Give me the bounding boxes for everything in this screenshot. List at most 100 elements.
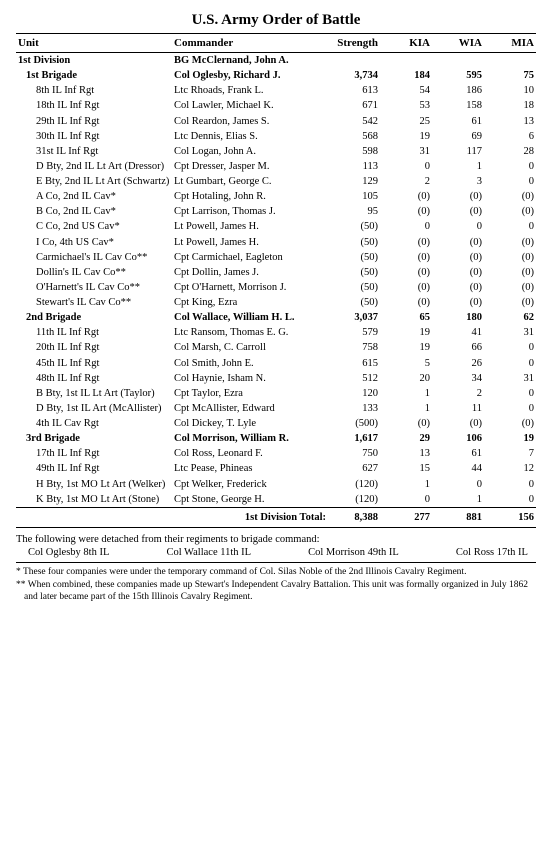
cell-num: 31 (484, 325, 536, 340)
table-row: B Co, 2nd IL Cav*Cpt Larrison, Thomas J.… (16, 204, 536, 219)
cell-commander: Lt Powell, James H. (172, 219, 328, 234)
cell-unit: K Bty, 1st MO Lt Art (Stone) (16, 492, 172, 508)
cell-unit: Stewart's IL Cav Co** (16, 295, 172, 310)
table-row: A Co, 2nd IL Cav*Cpt Hotaling, John R.10… (16, 189, 536, 204)
cell-num: 0 (432, 477, 484, 492)
cell-num: 180 (432, 310, 484, 325)
cell-num: 13 (380, 446, 432, 461)
cell-num: 18 (484, 98, 536, 113)
table-row: 20th IL Inf RgtCol Marsh, C. Carroll7581… (16, 340, 536, 355)
cell-commander: Lt Powell, James H. (172, 235, 328, 250)
table-row: B Bty, 1st IL Lt Art (Taylor)Cpt Taylor,… (16, 386, 536, 401)
cell-unit: A Co, 2nd IL Cav* (16, 189, 172, 204)
cell-commander: Col Smith, John E. (172, 356, 328, 371)
cell-num: 595 (432, 68, 484, 83)
cell-num: (0) (432, 265, 484, 280)
table-row: Carmichael's IL Cav Co**Cpt Carmichael, … (16, 250, 536, 265)
cell-num: 120 (328, 386, 380, 401)
cell-commander: Col Morrison, William R. (172, 431, 328, 446)
cell-num: (0) (484, 295, 536, 310)
cell-commander: Col Dickey, T. Lyle (172, 416, 328, 431)
cell-num: 12 (484, 461, 536, 476)
cell-num: 5 (380, 356, 432, 371)
cell-num: 1 (380, 401, 432, 416)
cell-num: 0 (432, 219, 484, 234)
cell-num: 95 (328, 204, 380, 219)
cell-num: 19 (484, 431, 536, 446)
cell-num: 7 (484, 446, 536, 461)
cell-commander: Ltc Rhoads, Frank L. (172, 83, 328, 98)
cell-num: (0) (484, 204, 536, 219)
cell-num: 31 (484, 371, 536, 386)
cell-num: 615 (328, 356, 380, 371)
cell-num: 0 (380, 492, 432, 508)
cell-num: 0 (380, 219, 432, 234)
cell-unit: Carmichael's IL Cav Co** (16, 250, 172, 265)
cell-num: (0) (484, 416, 536, 431)
cell-num: 0 (484, 477, 536, 492)
cell-num: (50) (328, 280, 380, 295)
cell-commander: Col Reardon, James S. (172, 114, 328, 129)
total-kia: 277 (380, 507, 432, 527)
cell-num: 750 (328, 446, 380, 461)
cell-unit: B Co, 2nd IL Cav* (16, 204, 172, 219)
cell-commander: Cpt Dresser, Jasper M. (172, 159, 328, 174)
cell-unit: I Co, 4th US Cav* (16, 235, 172, 250)
cell-num: 0 (484, 159, 536, 174)
cell-num: 0 (380, 159, 432, 174)
cell-num: (0) (484, 235, 536, 250)
total-wia: 881 (432, 507, 484, 527)
cell-num: (0) (432, 235, 484, 250)
total-strength: 8,388 (328, 507, 380, 527)
cell-num: 53 (380, 98, 432, 113)
cell-commander: Ltc Ransom, Thomas E. G. (172, 325, 328, 340)
cell-num (484, 53, 536, 69)
table-row: Dollin's IL Cav Co**Cpt Dollin, James J.… (16, 265, 536, 280)
division-total-row: 1st Division Total: 8,388 277 881 156 (16, 507, 536, 527)
cell-unit: 48th IL Inf Rgt (16, 371, 172, 386)
cell-unit: 30th IL Inf Rgt (16, 129, 172, 144)
cell-num: (0) (484, 250, 536, 265)
detached-item: Col Ross 17th IL (456, 547, 528, 558)
cell-num: (0) (432, 189, 484, 204)
table-row: 17th IL Inf RgtCol Ross, Leonard F.75013… (16, 446, 536, 461)
cell-num: 1 (432, 492, 484, 508)
cell-unit: 17th IL Inf Rgt (16, 446, 172, 461)
cell-num: 186 (432, 83, 484, 98)
cell-commander: Col Marsh, C. Carroll (172, 340, 328, 355)
table-row: 11th IL Inf RgtLtc Ransom, Thomas E. G.5… (16, 325, 536, 340)
cell-commander: Lt Gumbart, George C. (172, 174, 328, 189)
cell-num: 1 (380, 477, 432, 492)
cell-num: (50) (328, 295, 380, 310)
page-title: U.S. Army Order of Battle (16, 12, 536, 29)
col-kia: KIA (380, 34, 432, 53)
cell-num: 758 (328, 340, 380, 355)
cell-num: 11 (432, 401, 484, 416)
table-header-row: Unit Commander Strength KIA WIA MIA (16, 34, 536, 53)
detached-item: Col Morrison 49th IL (308, 547, 399, 558)
cell-num: 0 (484, 174, 536, 189)
col-commander: Commander (172, 34, 328, 53)
table-row: 4th IL Cav RgtCol Dickey, T. Lyle(500)(0… (16, 416, 536, 431)
cell-num: (0) (380, 204, 432, 219)
table-row: 49th IL Inf RgtLtc Pease, Phineas6271544… (16, 461, 536, 476)
cell-num: (120) (328, 477, 380, 492)
detached-item: Col Oglesby 8th IL (28, 547, 109, 558)
cell-commander: Cpt Larrison, Thomas J. (172, 204, 328, 219)
cell-unit: 11th IL Inf Rgt (16, 325, 172, 340)
cell-commander: Ltc Pease, Phineas (172, 461, 328, 476)
cell-num: (0) (380, 265, 432, 280)
cell-commander: Cpt Hotaling, John R. (172, 189, 328, 204)
cell-num: 28 (484, 144, 536, 159)
table-row: 1st DivisionBG McClernand, John A. (16, 53, 536, 69)
cell-num: (50) (328, 250, 380, 265)
cell-num: 0 (484, 386, 536, 401)
cell-commander: Col Oglesby, Richard J. (172, 68, 328, 83)
cell-num: 10 (484, 83, 536, 98)
cell-num: 1 (380, 386, 432, 401)
cell-num: 598 (328, 144, 380, 159)
cell-num: (0) (484, 189, 536, 204)
cell-num: 61 (432, 114, 484, 129)
cell-commander: Col Logan, John A. (172, 144, 328, 159)
col-wia: WIA (432, 34, 484, 53)
